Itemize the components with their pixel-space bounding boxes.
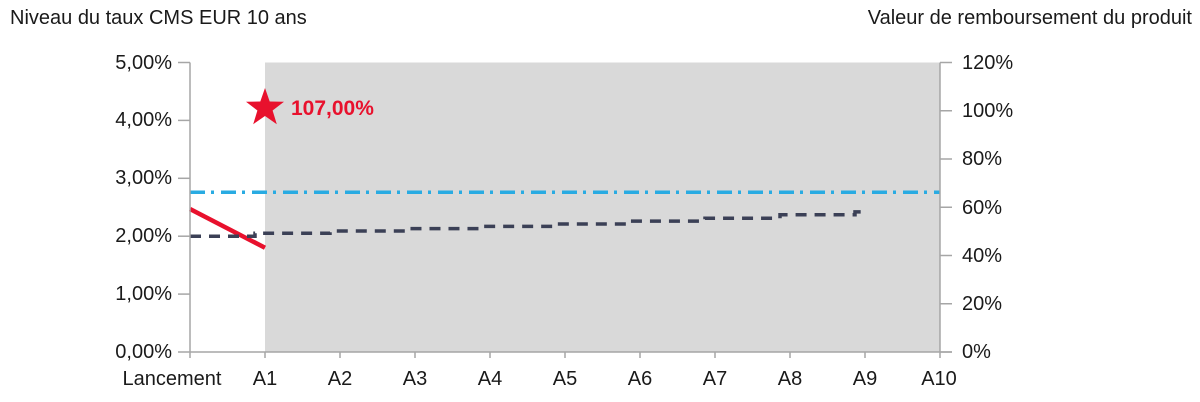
- shaded-region: [265, 62, 940, 352]
- star-icon: [246, 88, 284, 125]
- left-axis-tick-label: 0,00%: [115, 341, 172, 363]
- left-axis-tick-label: 1,00%: [115, 283, 172, 305]
- right-axis-tick-label: 100%: [962, 100, 1014, 122]
- series-taux-forward-anticipe: [190, 210, 865, 238]
- right-axis-title: Valeur de remboursement du produit: [867, 7, 1192, 29]
- x-axis-label-a3: A3: [402, 368, 428, 390]
- x-axis-label-a2: A2: [327, 368, 353, 390]
- left-axis-tick-label: 5,00%: [115, 52, 172, 74]
- x-axis-label-a10: A10: [921, 368, 957, 390]
- left-axis-title: Niveau du taux CMS EUR 10 ans: [10, 7, 307, 29]
- star-annotation-label: 107,00%: [291, 97, 374, 120]
- x-axis-label-a9: A9: [852, 368, 878, 390]
- x-axis-label-a8: A8: [777, 368, 803, 390]
- x-axis-label-a4: A4: [477, 368, 503, 390]
- right-axis-tick-label: 40%: [962, 245, 1003, 267]
- right-axis-tick-label: 120%: [962, 52, 1014, 74]
- left-axis-tick-label: 2,00%: [115, 225, 172, 247]
- right-axis-tick-label: 60%: [962, 197, 1003, 219]
- right-axis-tick-label: 0%: [962, 341, 991, 363]
- x-axis-label-lancement: Lancement: [122, 368, 222, 390]
- x-axis-label-a6: A6: [627, 368, 653, 390]
- right-axis-tick-label: 80%: [962, 148, 1003, 170]
- x-axis-label-a7: A7: [702, 368, 728, 390]
- left-axis-tick-label: 4,00%: [115, 109, 172, 131]
- x-axis-label-a5: A5: [552, 368, 578, 390]
- left-axis-tick-label: 3,00%: [115, 167, 172, 189]
- right-axis-tick-label: 20%: [962, 293, 1003, 315]
- x-axis-label-a1: A1: [252, 368, 278, 390]
- series-taux-cms-eur-10-ans-constate: [188, 206, 267, 250]
